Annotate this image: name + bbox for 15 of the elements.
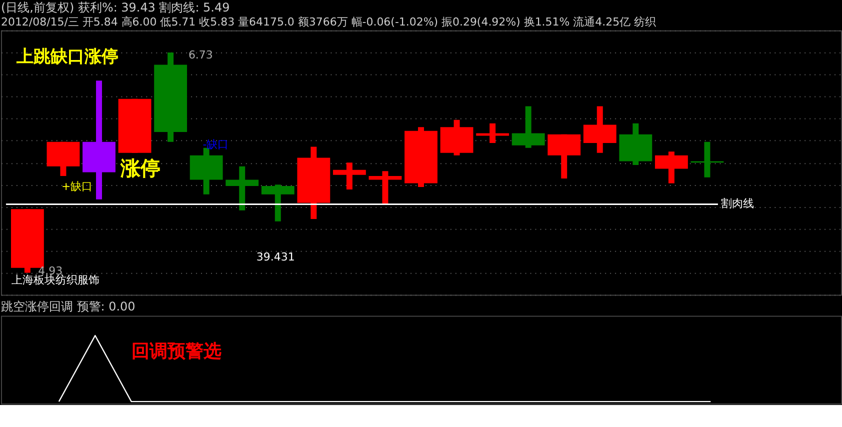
- annotation: 回调预警选: [131, 341, 222, 362]
- chart-title: (日线,前复权) 获利%: 39.43 割肉线: 5.49: [1, 0, 230, 14]
- candlestick: [261, 184, 294, 222]
- chart-title: 跳空涨停回调 预警: 0.00: [1, 300, 136, 314]
- annotation: -缺口: [202, 138, 229, 151]
- candlestick: [368, 171, 402, 204]
- annotation: +缺口: [61, 180, 93, 193]
- candlestick: [332, 162, 366, 190]
- annotation: 上跳缺口涨停: [16, 46, 119, 66]
- ref-line-label: 割肉线: [720, 197, 754, 210]
- candlestick: [226, 166, 259, 210]
- annotation: 涨停: [119, 156, 160, 180]
- annotation: 39.431: [256, 250, 295, 264]
- chart-subtitle: 2012/08/15/三 开5.84 高6.00 低5.71 收5.83 量64175.0 额3766万 幅-0.06(-1.02%) 振0.29(4.92%) 换1.51% 流通4.25亿 纺织: [1, 15, 656, 28]
- annotation: 6.73: [188, 48, 213, 62]
